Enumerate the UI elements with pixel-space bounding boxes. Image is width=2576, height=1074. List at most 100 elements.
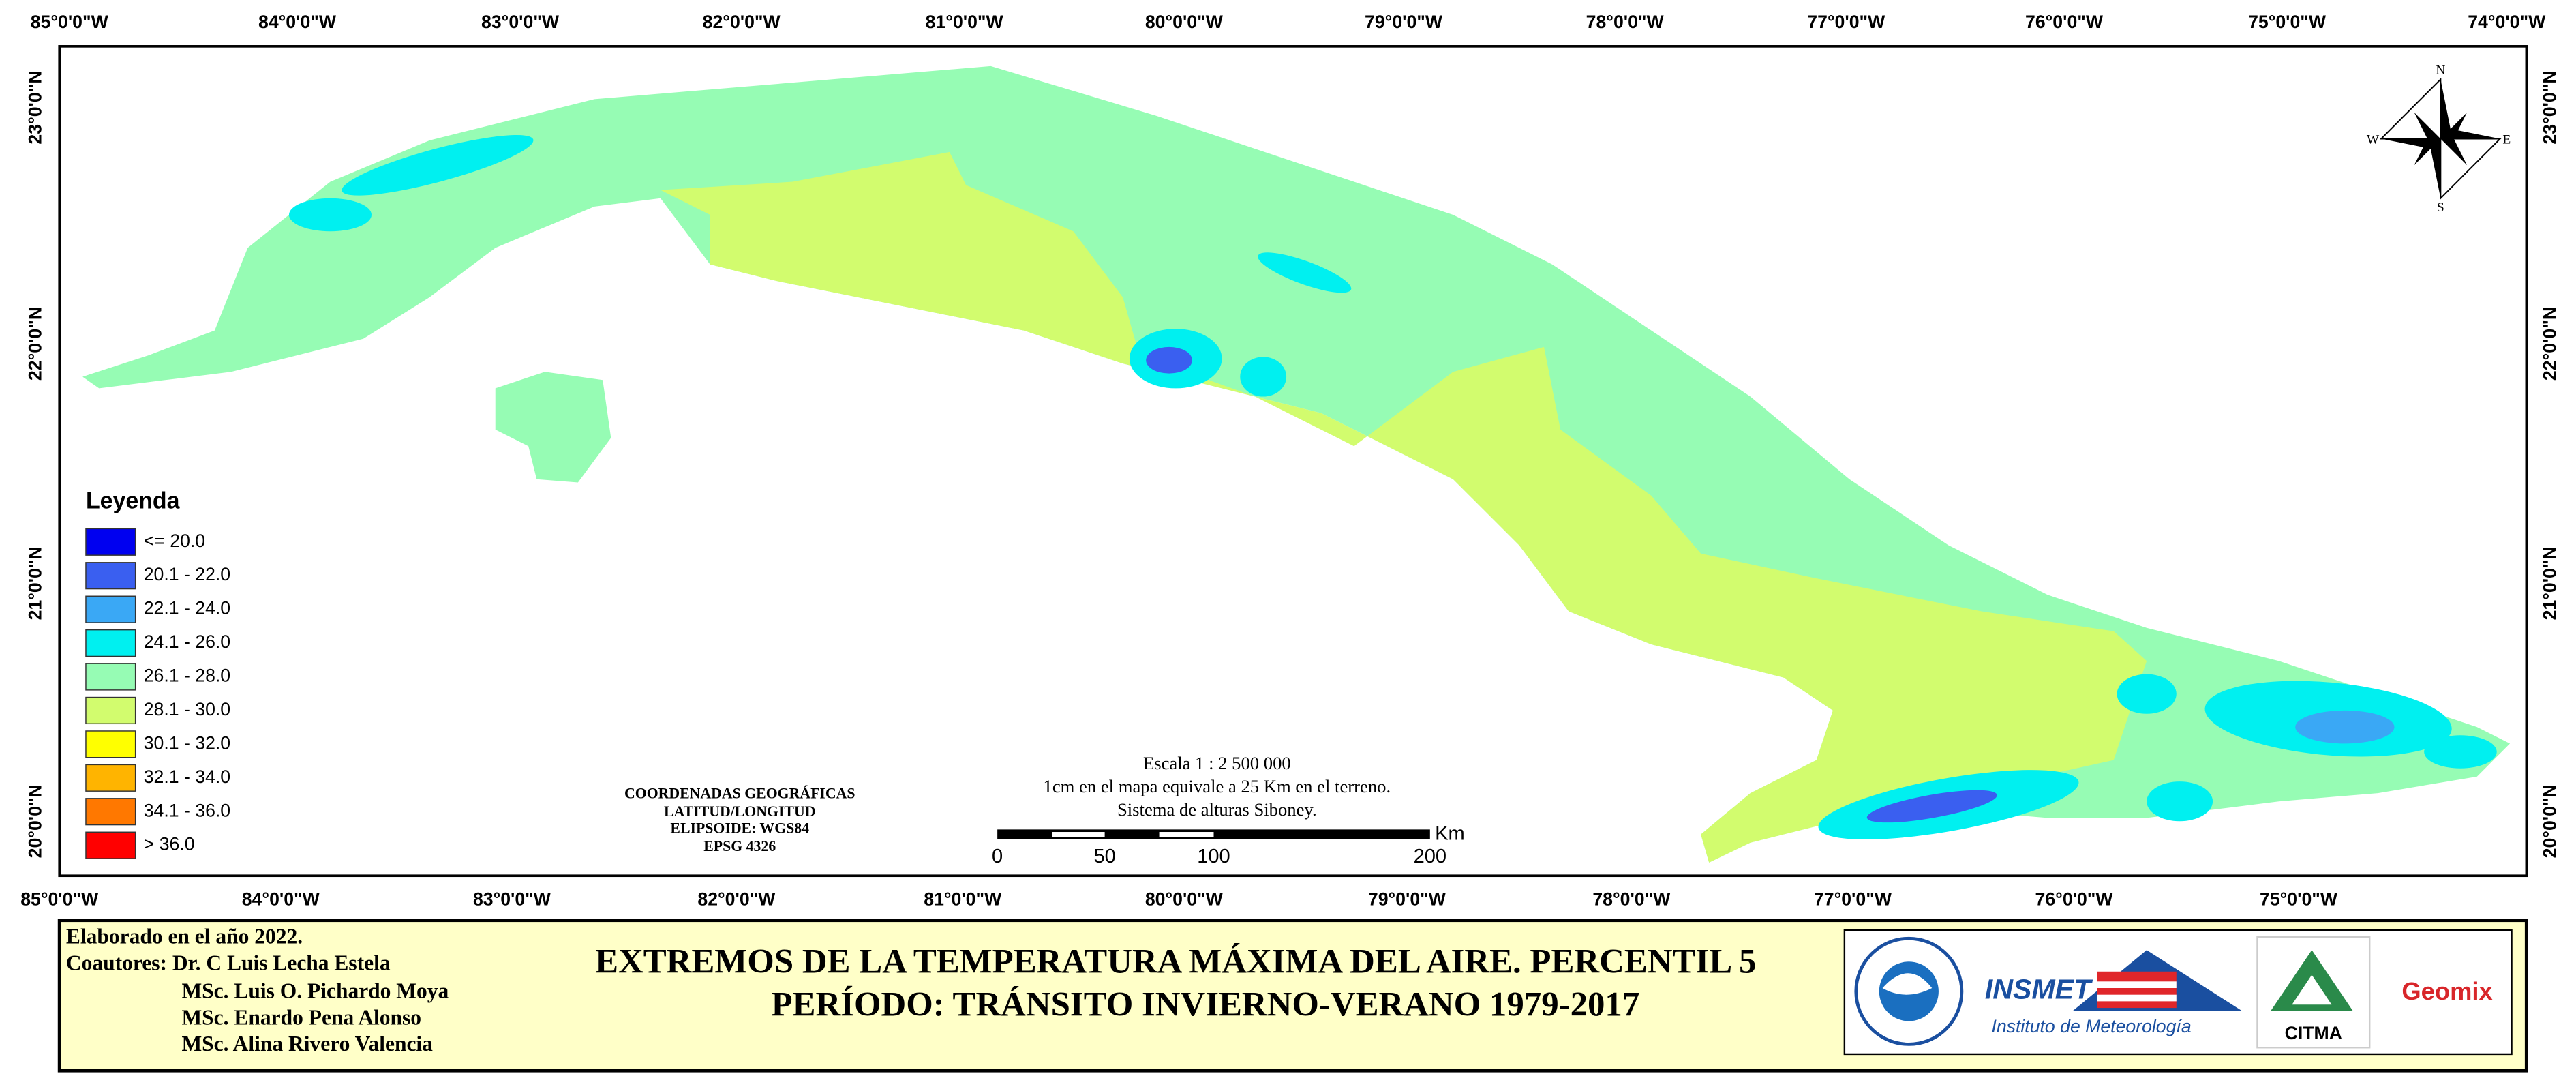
lon-label: 76°0'0"W — [2025, 12, 2104, 32]
lon-label: 76°0'0"W — [2035, 889, 2114, 910]
lon-label: 82°0'0"W — [703, 12, 781, 32]
compass-label: S — [2437, 200, 2444, 215]
lon-label: 80°0'0"W — [1145, 12, 1224, 32]
lat-label: 22°0'0"N — [25, 307, 45, 381]
zone-cool — [1240, 357, 1287, 397]
logos: INSMET Instituto de Meteorología CITMA G… — [1843, 929, 2513, 1056]
logo-insmet — [2097, 994, 2177, 1002]
coord-line: LATITUD/LONGITUD — [664, 803, 815, 820]
lon-label: 75°0'0"W — [2248, 12, 2327, 32]
legend-label: <= 20.0 — [144, 531, 205, 551]
lon-label: 85°0'0"W — [31, 12, 109, 32]
legend: Leyenda <= 20.0 20.1 - 22.0 22.1 - 24.0 24.… — [85, 488, 230, 859]
scale-text: Escala 1 : 2 500 000 — [1143, 753, 1291, 773]
lon-label: 81°0'0"W — [926, 12, 1004, 32]
lon-label: 77°0'0"W — [1814, 889, 1892, 910]
credit-line: MSc. Luis O. Pichardo Moya — [181, 979, 449, 1003]
legend-swatch — [85, 528, 136, 556]
legend-swatch — [85, 798, 136, 826]
zone-cool — [2117, 674, 2177, 714]
lon-label: 77°0'0"W — [1807, 12, 1885, 32]
map-title: EXTREMOS DE LA TEMPERATURA MÁXIMA DEL AI… — [595, 943, 1756, 981]
scale-unit: Km — [1435, 822, 1465, 844]
lon-label: 78°0'0"W — [1586, 12, 1665, 32]
lat-label: 21°0'0"N — [2540, 546, 2560, 620]
scale-bar — [997, 829, 1430, 839]
lat-label: 23°0'0"N — [25, 70, 45, 144]
credit-line: Elaborado en el año 2022. — [66, 925, 303, 949]
legend-swatch — [85, 562, 136, 590]
lon-label: 84°0'0"W — [258, 12, 337, 32]
zone-cold — [1146, 346, 1192, 374]
legend-swatch — [85, 629, 136, 657]
logo-citma-text: CITMA — [2285, 1023, 2342, 1043]
legend-label: > 36.0 — [144, 834, 195, 854]
credit-line: MSc. Enardo Pena Alonso — [181, 1005, 421, 1029]
lat-label: 22°0'0"N — [2540, 307, 2560, 381]
legend-label: 28.1 - 30.0 — [144, 699, 230, 719]
scale-bar — [1052, 832, 1105, 837]
credit-line: MSc. Alina Rivero Valencia — [181, 1032, 433, 1056]
compass-label: N — [2436, 63, 2445, 78]
scale-tick: 0 — [992, 846, 1003, 867]
scale-tick: 200 — [1414, 846, 1446, 867]
logo-geomix-text: Geomix — [2401, 977, 2492, 1005]
scale-tick: 100 — [1197, 846, 1230, 867]
coord-line: COORDENADAS GEOGRÁFICAS — [624, 785, 855, 801]
scale-text: Sistema de alturas Siboney. — [1117, 799, 1317, 820]
legend-swatch — [85, 831, 136, 859]
lon-label: 78°0'0"W — [1592, 889, 1671, 910]
island-juventud — [495, 372, 611, 483]
lon-label: 83°0'0"W — [481, 12, 560, 32]
legend-label: 22.1 - 24.0 — [144, 598, 230, 618]
scale-text: 1cm en el mapa equivale a 25 Km en el te… — [1044, 776, 1391, 796]
zone-cool — [342, 134, 534, 196]
zone-warm — [660, 151, 2147, 863]
legend-label: 34.1 - 36.0 — [144, 800, 230, 820]
graticule-ticks: 85°0'0"W 84°0'0"W 83°0'0"W 82°0'0"W 81°0'0"W… — [20, 12, 2560, 910]
lon-label: 75°0'0"W — [2260, 889, 2338, 910]
legend-label: 24.1 - 26.0 — [144, 631, 230, 652]
map-title: PERÍODO: TRÁNSITO INVIERNO-VERANO 1979-2… — [771, 986, 1639, 1024]
lat-label: 21°0'0"N — [25, 546, 45, 620]
compass: N S E W — [2367, 63, 2511, 215]
lat-label: 23°0'0"N — [2540, 70, 2560, 144]
lon-label: 82°0'0"W — [697, 889, 776, 910]
lon-label: 84°0'0"W — [242, 889, 320, 910]
credit-line: Coautores: Dr. C Luis Lecha Estela — [66, 951, 391, 974]
legend-swatch — [85, 663, 136, 691]
lon-label: 85°0'0"W — [20, 889, 99, 910]
credits: Elaborado en el año 2022. Coautores: Dr.… — [66, 925, 449, 1056]
zone-cool — [2424, 735, 2497, 769]
compass-label: E — [2502, 132, 2511, 147]
scale-bar — [1159, 832, 1214, 837]
lat-label: 20°0'0"N — [2540, 784, 2560, 858]
zone-cold — [1866, 790, 1997, 823]
zone-cool — [2295, 710, 2395, 744]
lon-label: 81°0'0"W — [924, 889, 1002, 910]
compass-label: W — [2367, 132, 2380, 147]
coord-line: EPSG 4326 — [703, 838, 776, 854]
coordinates-note: COORDENADAS GEOGRÁFICAS LATITUD/LONGITUD… — [624, 785, 855, 854]
lon-label: 74°0'0"W — [2468, 12, 2546, 32]
logo-citma — [2270, 950, 2353, 1011]
zone-cool — [1258, 252, 1352, 293]
coord-line: ELIPSOIDE: WGS84 — [670, 820, 809, 836]
legend-swatch — [85, 696, 136, 725]
zone-cool — [2147, 781, 2213, 822]
legend-label: 32.1 - 34.0 — [144, 766, 230, 787]
logo-insmet-text: Instituto de Meteorología — [1991, 1016, 2191, 1036]
lon-label: 83°0'0"W — [473, 889, 551, 910]
zone-cool — [288, 198, 372, 232]
legend-label: 20.1 - 22.0 — [144, 564, 230, 584]
logo-insmet — [2097, 981, 2177, 988]
lon-label: 79°0'0"W — [1368, 889, 1446, 910]
scale-tick: 50 — [1093, 846, 1115, 867]
scale: Escala 1 : 2 500 000 1cm en el mapa equi… — [992, 753, 1465, 867]
legend-label: 26.1 - 28.0 — [144, 666, 230, 686]
legend-label: 30.1 - 32.0 — [144, 732, 230, 753]
lat-label: 20°0'0"N — [25, 784, 45, 858]
legend-title: Leyenda — [86, 488, 181, 514]
